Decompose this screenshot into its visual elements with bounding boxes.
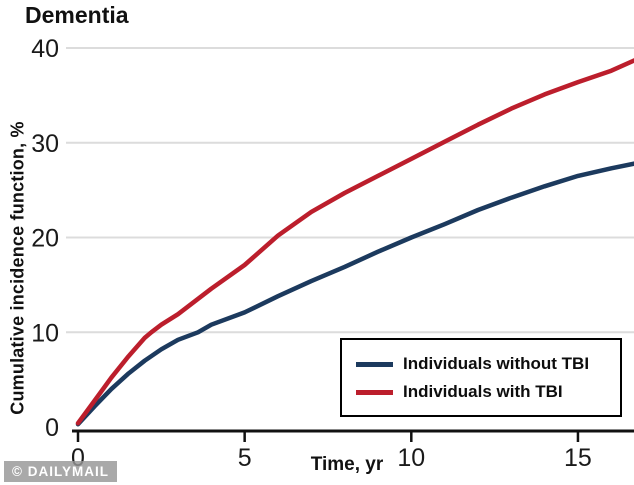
y-tick-label-40: 40 [31,35,59,63]
legend-swatch-without-tbi-line [356,361,393,367]
watermark-dailymail: © DAILYMAIL [4,461,117,482]
legend-item-with-tbi: Individuals with TBI [356,378,620,406]
chart-title: Dementia [25,2,129,28]
legend-label-without-tbi: Individuals without TBI [403,354,590,373]
x-tick-label-5: 5 [238,444,252,472]
curve-with-tbi [75,58,634,426]
legend: Individuals without TBI Individuals with… [340,338,622,417]
y-tick-label-30: 30 [31,130,59,158]
y-tick-label-10: 10 [31,319,59,347]
y-tick-label-20: 20 [31,225,59,253]
x-tick-label-15: 15 [564,444,592,472]
y-tick-label-0: 0 [45,414,59,442]
legend-label-with-tbi: Individuals with TBI [403,382,563,401]
x-tick-label-10: 10 [397,444,425,472]
legend-swatch-with-tbi-line [356,389,393,395]
legend-item-without-tbi: Individuals without TBI [356,350,620,378]
curve-without-tbi [75,161,634,427]
x-axis-label: Time, yr [310,454,384,475]
